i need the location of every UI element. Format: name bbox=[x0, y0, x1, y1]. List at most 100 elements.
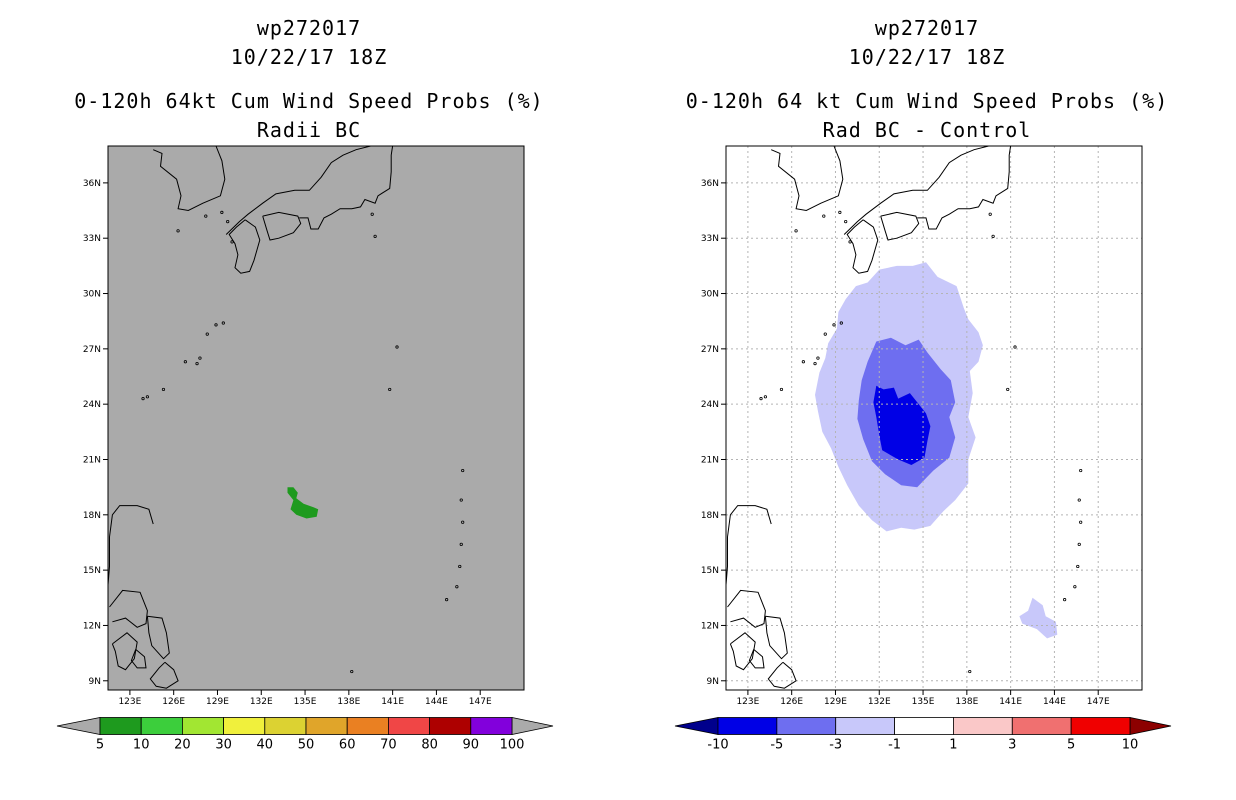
island bbox=[759, 397, 763, 401]
coastline bbox=[149, 661, 179, 689]
island bbox=[763, 395, 768, 399]
colorbar-label: 3 bbox=[1008, 738, 1016, 753]
colorbar-swatch bbox=[894, 717, 954, 735]
colorbar-label: 40 bbox=[257, 738, 274, 753]
colorbar-swatch bbox=[181, 717, 224, 735]
x-tick-label: 147E bbox=[1087, 697, 1110, 707]
island bbox=[991, 234, 995, 238]
coastline bbox=[846, 219, 879, 274]
colorbar-swatch bbox=[264, 717, 307, 735]
coastlines bbox=[725, 145, 1083, 689]
colorbar-arrow-low bbox=[56, 717, 101, 735]
colorbar-label: 90 bbox=[463, 738, 480, 753]
coastline bbox=[228, 219, 261, 274]
y-tick-label: 30N bbox=[701, 290, 719, 300]
colorbar-label: 5 bbox=[1067, 738, 1075, 753]
x-tick-label: 126E bbox=[780, 697, 803, 707]
colorbar-label: 50 bbox=[298, 738, 315, 753]
island bbox=[388, 387, 392, 392]
island bbox=[779, 387, 784, 392]
island bbox=[801, 360, 805, 364]
colorbar-swatch bbox=[223, 717, 266, 735]
coastline bbox=[880, 211, 920, 241]
coastline bbox=[130, 649, 147, 669]
colorbar-label: 10 bbox=[133, 738, 150, 753]
island bbox=[145, 395, 150, 399]
island bbox=[1006, 387, 1010, 392]
contour-diff-minus5-minus3 bbox=[857, 337, 956, 488]
colorbar-label: 60 bbox=[339, 738, 356, 753]
colorbar-label: 30 bbox=[215, 738, 232, 753]
colorbar-swatch bbox=[717, 717, 778, 735]
coastline bbox=[146, 615, 170, 660]
island bbox=[844, 220, 848, 224]
colorbar-label: 20 bbox=[174, 738, 191, 753]
island bbox=[1079, 468, 1083, 473]
chart-subtitle: Rad BC - Control bbox=[822, 118, 1032, 142]
island bbox=[1013, 345, 1017, 349]
coastline bbox=[729, 632, 756, 671]
coastline bbox=[109, 589, 148, 628]
colorbar-label: -10 bbox=[707, 738, 728, 753]
colorbar-label: -5 bbox=[770, 738, 783, 753]
colorbar-label: 10 bbox=[1122, 738, 1139, 753]
colorbar-swatch bbox=[387, 717, 430, 735]
x-tick-label: 135E bbox=[294, 697, 317, 707]
colorbar-swatch bbox=[835, 717, 895, 735]
y-tick-label: 21N bbox=[701, 455, 719, 465]
storm-id: wp272017 bbox=[256, 16, 362, 40]
island bbox=[1077, 498, 1081, 502]
island bbox=[176, 229, 180, 233]
x-tick-label: 141E bbox=[381, 697, 404, 707]
island bbox=[373, 234, 377, 238]
coastline bbox=[111, 632, 138, 671]
island bbox=[183, 360, 187, 364]
colorbar-label: 70 bbox=[380, 738, 397, 753]
y-tick-label: 12N bbox=[701, 621, 719, 631]
island bbox=[839, 321, 843, 325]
y-tick-label: 15N bbox=[701, 566, 719, 576]
island bbox=[822, 214, 826, 218]
island bbox=[461, 520, 465, 524]
y-tick-label: 33N bbox=[83, 234, 101, 244]
y-tick-label: 24N bbox=[83, 400, 101, 410]
contour-diff-minus3-minus1-south bbox=[1019, 597, 1058, 639]
y-tick-label: 27N bbox=[701, 345, 719, 355]
island bbox=[230, 240, 234, 244]
panel-radii-bc: wp272017 10/22/17 18Z 0-120h 64kt Cum Wi… bbox=[56, 16, 554, 753]
coastline bbox=[225, 145, 371, 235]
island bbox=[459, 542, 463, 546]
coastline bbox=[771, 145, 844, 212]
chart-title: 0-120h 64 kt Cum Wind Speed Probs (%) bbox=[685, 89, 1169, 113]
colorbar-swatch bbox=[470, 717, 513, 735]
y-tick-label: 27N bbox=[83, 345, 101, 355]
island bbox=[968, 669, 972, 674]
x-tick-label: 144E bbox=[425, 697, 448, 707]
colorbar-swatch bbox=[99, 717, 142, 735]
island bbox=[350, 669, 354, 674]
island bbox=[1079, 520, 1083, 524]
y-tick-label: 15N bbox=[83, 566, 101, 576]
island bbox=[1076, 564, 1080, 569]
colorbar-label: -1 bbox=[888, 738, 901, 753]
island bbox=[1077, 542, 1081, 546]
island bbox=[204, 214, 208, 218]
colorbar-swatch bbox=[346, 717, 389, 735]
plot-frame bbox=[725, 145, 1143, 691]
colorbar-arrow-high bbox=[511, 717, 554, 735]
storm-datetime: 10/22/17 18Z bbox=[848, 45, 1006, 69]
colorbar-swatch bbox=[429, 717, 472, 735]
colorbar-arrow-low bbox=[674, 717, 719, 735]
y-tick-label: 12N bbox=[83, 621, 101, 631]
y-tick-label: 18N bbox=[83, 511, 101, 521]
island bbox=[221, 321, 225, 325]
island bbox=[1063, 598, 1067, 602]
x-tick-label: 129E bbox=[206, 697, 229, 707]
coastline bbox=[727, 589, 766, 628]
coastlines bbox=[107, 145, 465, 689]
coastline bbox=[748, 649, 765, 669]
island bbox=[823, 332, 827, 336]
y-tick-label: 36N bbox=[83, 179, 101, 189]
coastline bbox=[725, 505, 772, 585]
island bbox=[832, 323, 836, 327]
